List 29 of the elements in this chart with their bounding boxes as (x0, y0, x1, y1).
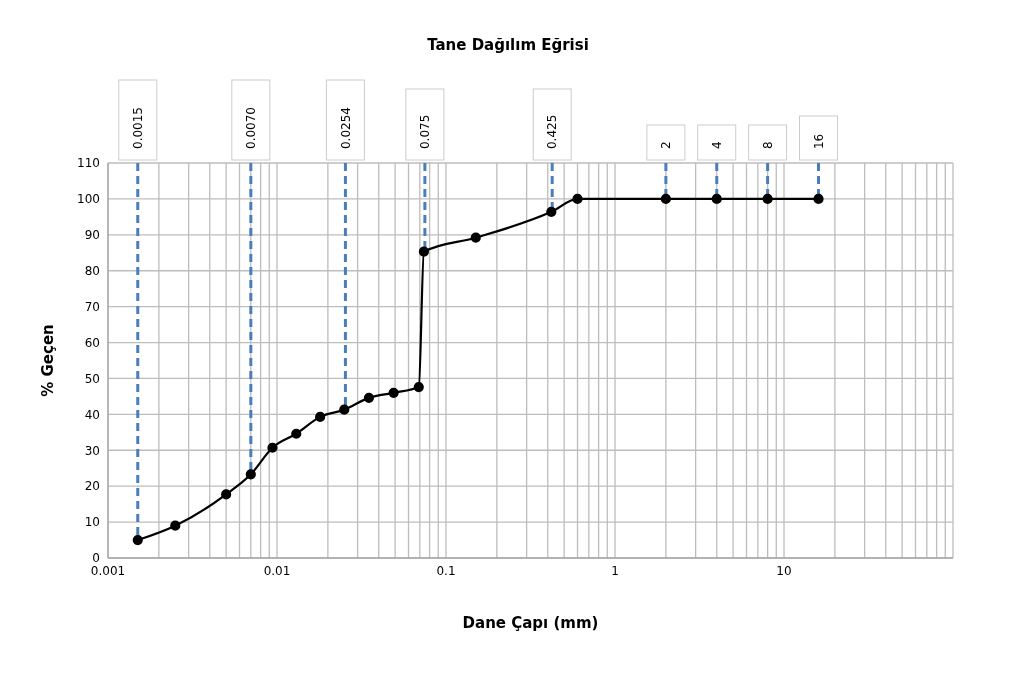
y-tick-label: 10 (84, 515, 100, 530)
y-tick-label: 60 (84, 335, 100, 350)
ref-line-label: 8 (760, 141, 775, 149)
y-tick-label: 70 (84, 299, 100, 314)
x-tick-label: 1 (611, 563, 619, 578)
y-tick-label: 100 (77, 192, 100, 207)
x-tick-label: 10 (776, 563, 792, 578)
ref-line-label: 2 (659, 141, 674, 149)
ref-line-label: 0.0015 (130, 107, 145, 149)
ref-line-label: 0.0070 (244, 107, 259, 149)
y-axis-title: % Geçen (39, 324, 58, 397)
ref-line-label: 0.0254 (338, 107, 353, 149)
y-tick-label: 20 (84, 479, 100, 494)
y-tick-label: 0 (92, 551, 100, 566)
ref-line-label: 4 (709, 141, 724, 149)
chart-title: Tane Dağılım Eğrisi (426, 36, 590, 54)
x-tick-label: 0.001 (90, 563, 126, 578)
ref-line-label: 0.075 (418, 114, 433, 149)
ref-line-label: 0.425 (545, 114, 560, 149)
y-tick-label: 30 (84, 443, 100, 458)
x-axis-title: Dane Çapı (mm) (462, 614, 599, 632)
ref-line-label: 16 (811, 133, 826, 149)
y-tick-label: 90 (84, 228, 100, 243)
y-tick-label: 110 (77, 156, 100, 171)
y-tick-label: 40 (84, 407, 100, 422)
y-tick-label: 80 (84, 263, 100, 278)
x-tick-label: 0.01 (263, 563, 291, 578)
y-tick-label: 50 (84, 371, 100, 386)
x-tick-label: 0.1 (436, 563, 456, 578)
